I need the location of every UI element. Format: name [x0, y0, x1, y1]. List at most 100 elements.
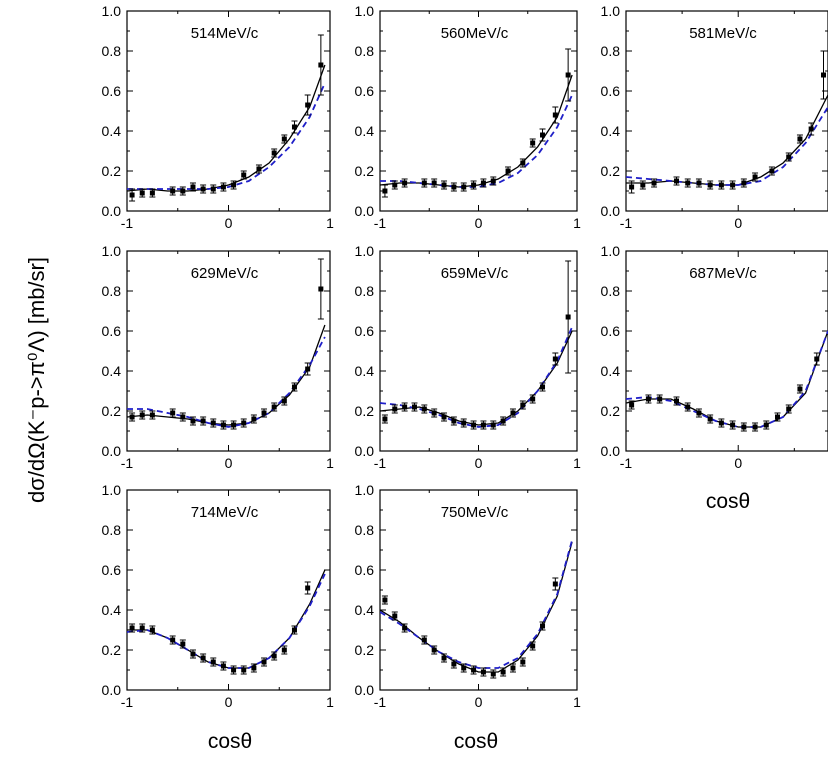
x-tick-label: 0 — [734, 455, 742, 471]
data-point — [565, 314, 571, 320]
y-tick-label: 0.2 — [102, 163, 122, 179]
data-point — [281, 398, 287, 404]
data-point — [500, 418, 506, 424]
data-point — [480, 180, 486, 186]
y-tick-label: 0.0 — [102, 443, 122, 459]
solid-curve — [380, 330, 573, 426]
data-point — [318, 286, 324, 292]
data-point — [441, 655, 447, 661]
data-point — [451, 661, 457, 667]
data-point — [241, 172, 247, 178]
data-point — [707, 182, 713, 188]
data-point — [718, 420, 724, 426]
panels: 0.00.20.40.60.81.0-1 0 1514MeV/c0.00.20.40… — [102, 3, 828, 710]
dashed-curve — [626, 106, 828, 186]
data-point — [520, 659, 526, 665]
data-point — [251, 665, 257, 671]
data-point — [305, 102, 311, 108]
data-point — [305, 585, 311, 591]
data-point — [139, 412, 145, 418]
x-axis-title-col2: cosθ — [454, 730, 498, 753]
data-point — [421, 406, 427, 412]
data-point — [808, 126, 814, 132]
x-tick-label: 1 — [573, 455, 581, 471]
dashed-curve — [380, 94, 573, 188]
y-tick-label: 0.4 — [355, 123, 375, 139]
data-point — [129, 414, 135, 420]
data-point — [640, 182, 646, 188]
data-point — [129, 625, 135, 631]
dashed-curve — [626, 330, 828, 428]
data-point — [730, 422, 736, 428]
x-tick-label: -1 — [121, 455, 134, 471]
y-tick-label: 0.2 — [601, 403, 621, 419]
data-point — [170, 637, 176, 643]
y-tick-label: 0.2 — [102, 642, 122, 658]
data-point — [411, 404, 417, 410]
data-point — [530, 140, 536, 146]
data-point — [730, 182, 736, 188]
y-tick-label: 1.0 — [355, 3, 375, 19]
data-point — [752, 424, 758, 430]
data-point — [696, 180, 702, 186]
y-tick-label: 0.8 — [355, 522, 375, 538]
y-tick-label: 0.8 — [102, 283, 122, 299]
data-point — [552, 356, 558, 362]
data-point — [540, 384, 546, 390]
solid-curve — [127, 324, 326, 426]
y-tick-label: 0.0 — [102, 203, 122, 219]
data-point — [552, 581, 558, 587]
data-point — [271, 404, 277, 410]
y-tick-label: 0.6 — [102, 83, 122, 99]
data-point — [500, 669, 506, 675]
panel-1: 0.0 0.2 0.4 0.6 0.8 1.0 -1 0 1 514MeV/c — [102, 3, 335, 231]
data-point — [674, 398, 679, 404]
data-point — [291, 124, 297, 130]
y-tick-label: 0.8 — [102, 522, 122, 538]
data-point — [707, 416, 713, 422]
data-point — [149, 627, 155, 633]
y-tick-label: 1.0 — [102, 243, 122, 259]
data-point — [139, 190, 145, 196]
x-axis-title-col3: cosθ — [706, 490, 750, 513]
y-tick-label: 0.0 — [102, 682, 122, 698]
data-point — [149, 412, 155, 418]
data-point — [231, 422, 237, 428]
panel-title: 687MeV/c — [689, 265, 757, 282]
data-point — [540, 623, 546, 629]
data-point — [200, 418, 206, 424]
data-point — [220, 184, 226, 190]
panel-title: 629MeV/c — [191, 265, 259, 282]
data-point — [471, 422, 477, 428]
y-tick-label: 0.2 — [355, 163, 375, 179]
data-point — [441, 414, 447, 420]
data-point — [696, 410, 702, 416]
y-tick-label: 1.0 — [355, 243, 375, 259]
data-point — [520, 160, 526, 166]
data-point — [281, 136, 287, 142]
data-point — [256, 166, 262, 172]
data-point — [763, 422, 769, 428]
data-point — [392, 406, 398, 412]
panel-5: 0.0 0.2 0.4 0.6 0.8 1.0 -1 0 1 659MeV/c — [355, 243, 582, 471]
panel-title: 560MeV/c — [441, 25, 509, 42]
data-point — [685, 180, 691, 186]
x-tick-label: 0 — [225, 694, 233, 710]
y-tick-label: 0.0 — [601, 203, 621, 219]
data-point — [814, 356, 820, 362]
x-tick-label: 1 — [326, 694, 334, 710]
data-point — [421, 637, 427, 643]
data-point — [480, 422, 486, 428]
data-point — [674, 178, 679, 184]
x-tick-label: -1 — [374, 694, 387, 710]
y-tick-label: 0.0 — [355, 682, 375, 698]
data-point — [210, 420, 216, 426]
y-tick-label: 1.0 — [102, 3, 122, 19]
panel-title: 750MeV/c — [441, 504, 509, 521]
data-point — [786, 154, 792, 160]
x-tick-label: -1 — [620, 215, 633, 231]
x-tick-label: 0 — [475, 455, 483, 471]
data-point — [392, 613, 398, 619]
panel-title: 659MeV/c — [441, 265, 509, 282]
